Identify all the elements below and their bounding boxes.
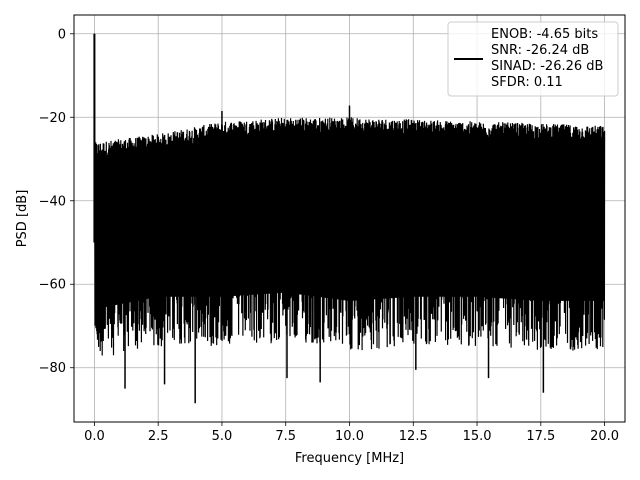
x-tick-label: 0.0	[84, 429, 105, 444]
psd-series	[93, 33, 606, 404]
x-axis-label: Frequency [MHz]	[295, 451, 404, 466]
y-tick-label: 0	[58, 27, 66, 42]
legend-entry-line-3: SINAD: -26.26 dB	[491, 59, 603, 74]
legend-box	[447, 21, 619, 97]
legend: ENOB: -4.65 bits SNR: -26.24 dB SINAD: -…	[447, 21, 619, 97]
legend-entry-line-4: SFDR: 0.11	[491, 75, 563, 90]
y-tick-label: −40	[39, 194, 66, 209]
y-axis-label: PSD [dB]	[15, 190, 30, 248]
x-tick-label: 20.0	[590, 429, 619, 444]
x-tick-label: 17.5	[526, 429, 555, 444]
x-tick-label: 10.0	[335, 429, 364, 444]
x-tick-label: 12.5	[399, 429, 428, 444]
y-tick-label: −60	[39, 278, 66, 293]
y-tick-label: −80	[39, 361, 66, 376]
y-tick-label: −20	[39, 111, 66, 126]
x-tick-label: 5.0	[212, 429, 233, 444]
psd-line	[93, 33, 606, 356]
x-tick-label: 15.0	[463, 429, 492, 444]
x-tick-label: 2.5	[148, 429, 169, 444]
legend-entry-line-1: ENOB: -4.65 bits	[491, 27, 598, 42]
x-tick-label: 7.5	[275, 429, 296, 444]
legend-entry-line-2: SNR: -26.24 dB	[491, 43, 589, 58]
y-axis-ticks: 0 −20 −40 −60 −80	[39, 27, 74, 376]
x-axis-ticks: 0.0 2.5 5.0 7.5 10.0 12.5 15.0 17.5 20.0	[84, 422, 619, 444]
